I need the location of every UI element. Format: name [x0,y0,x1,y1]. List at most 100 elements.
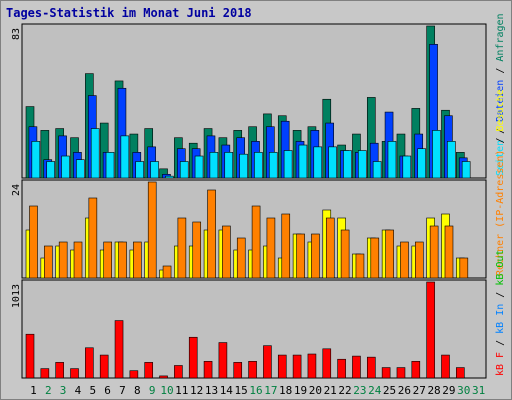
bar [292,354,302,379]
bar [400,241,409,279]
bar [372,161,382,179]
x-tick-label: 29 [442,384,455,397]
bar [207,189,216,279]
legend: Rechner (IP-Adressen) / Besuche [495,89,506,276]
legend-separator: / [495,286,506,304]
bar [120,135,130,179]
bar [340,229,350,279]
bar [147,181,157,279]
x-tick-label: 28 [427,384,440,397]
bar [426,281,435,379]
bar [224,152,234,179]
bar [396,367,406,379]
bar [352,355,361,379]
bar [387,141,397,179]
bar [296,233,305,279]
bar [209,152,219,179]
x-tick-label: 21 [324,384,337,397]
bar [133,241,142,279]
legend-separator: / [495,334,506,352]
x-tick-label: 22 [338,384,351,397]
bar [447,141,456,179]
x-tick-label: 3 [60,384,67,397]
bar [179,161,189,179]
legend-entry: Besuche [495,89,506,131]
bar [177,217,187,279]
x-tick-label: 9 [149,384,156,397]
x-tick-label: 10 [160,384,173,397]
bar [263,345,272,379]
bar [194,155,204,179]
bar [429,225,439,279]
x-tick-label: 18 [279,384,292,397]
bar [402,155,412,179]
bar [248,361,257,379]
bar [203,361,213,379]
bar [366,356,376,379]
x-tick-label: 27 [413,384,426,397]
bar [118,241,127,279]
bar [444,225,454,279]
bar [411,361,421,379]
bar [268,152,278,179]
bar [328,146,337,179]
bar [277,354,287,379]
bar [355,253,365,279]
bar [357,150,367,179]
bar [31,141,41,179]
bar [415,241,424,279]
legend-separator: / [495,122,506,140]
y-tick-label: 1013 [11,284,22,308]
bar [70,368,79,379]
x-tick-label: 6 [104,384,111,397]
bar [417,148,426,179]
x-tick-label: 14 [220,384,234,397]
bar [254,152,263,179]
bar [266,217,276,279]
bar [370,237,380,279]
bar [441,354,450,379]
x-tick-label: 23 [353,384,366,397]
bar [88,197,98,279]
bar [461,161,471,179]
x-tick-label: 19 [294,384,307,397]
bar [174,365,183,379]
bar [218,342,228,379]
bar [150,161,159,179]
bar [73,241,83,279]
x-tick-label: 4 [75,384,82,397]
x-tick-label: 24 [368,384,382,397]
bar [188,336,198,379]
legend-entry: Dateien [495,80,506,122]
bar [385,229,394,279]
bar [46,161,55,179]
x-tick-label: 11 [175,384,188,397]
x-tick-label: 2 [45,384,52,397]
bar [129,370,139,379]
x-tick-label: 15 [235,384,248,397]
legend-separator: / [495,62,506,80]
bar [456,367,465,379]
bar [44,245,53,279]
bar [337,358,346,379]
bar [236,237,246,279]
legend-separator: / [495,132,506,150]
bar [55,362,64,379]
bar [159,375,168,379]
legend-entry: kB Out [495,250,506,286]
bar [162,265,172,279]
bar [307,353,317,379]
bar [313,146,323,179]
bar [135,161,145,179]
bar [311,233,320,279]
bar [25,333,35,379]
legend-entry: Rechner (IP-Adressen) [495,150,506,276]
x-tick-label: 17 [264,384,277,397]
bar [114,320,124,379]
legend: Seiten / Dateien / Anfragen [495,13,506,176]
x-tick-label: 13 [205,384,218,397]
y-tick-label: 24 [11,184,22,196]
x-tick-label: 16 [249,384,262,397]
